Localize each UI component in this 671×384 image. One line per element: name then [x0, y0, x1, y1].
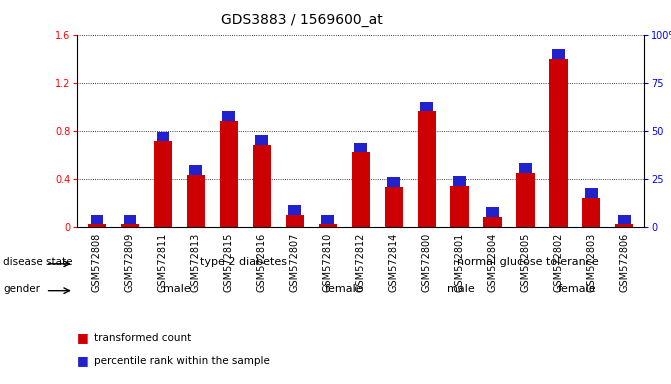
Bar	[88, 224, 106, 227]
Bar	[289, 205, 301, 215]
Text: male: male	[447, 284, 474, 294]
Bar	[321, 215, 334, 224]
Bar	[384, 187, 403, 227]
Bar	[219, 121, 238, 227]
Text: female: female	[558, 284, 597, 294]
Bar	[618, 215, 631, 224]
Text: ■: ■	[77, 331, 93, 344]
Text: percentile rank within the sample: percentile rank within the sample	[94, 356, 270, 366]
Bar	[585, 188, 598, 198]
Bar	[420, 102, 433, 111]
Text: disease state: disease state	[3, 257, 73, 267]
Bar	[156, 132, 169, 141]
Bar	[286, 215, 304, 227]
Bar	[552, 49, 565, 59]
Bar	[354, 142, 367, 152]
Bar	[121, 224, 139, 227]
Text: GDS3883 / 1569600_at: GDS3883 / 1569600_at	[221, 13, 383, 27]
Bar	[517, 172, 535, 227]
Text: normal glucose tolerance: normal glucose tolerance	[456, 257, 599, 267]
Text: ■: ■	[77, 354, 93, 367]
Bar	[189, 166, 202, 175]
Bar	[256, 136, 268, 145]
Bar	[550, 59, 568, 227]
Bar	[91, 215, 103, 224]
Bar	[417, 111, 435, 227]
Text: type 2 diabetes: type 2 diabetes	[201, 257, 287, 267]
Bar	[453, 176, 466, 186]
Bar	[187, 175, 205, 227]
Text: male: male	[163, 284, 191, 294]
Bar	[519, 163, 532, 172]
Bar	[123, 215, 136, 224]
Bar	[450, 186, 468, 227]
Bar	[615, 224, 633, 227]
Bar	[154, 141, 172, 227]
Bar	[387, 177, 400, 187]
Bar	[253, 145, 271, 227]
Bar	[484, 217, 502, 227]
Text: female: female	[325, 284, 363, 294]
Bar	[486, 207, 499, 217]
Bar	[582, 198, 601, 227]
Text: transformed count: transformed count	[94, 333, 191, 343]
Bar	[319, 224, 337, 227]
Bar	[352, 152, 370, 227]
Text: gender: gender	[3, 284, 40, 294]
Bar	[223, 111, 235, 121]
